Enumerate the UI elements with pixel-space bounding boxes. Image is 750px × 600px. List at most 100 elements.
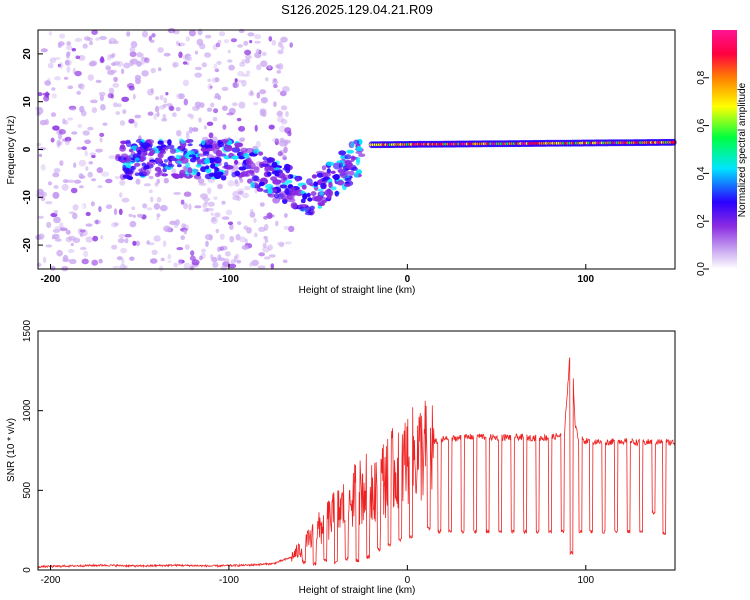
spectrogram-cluster-blob [201, 139, 206, 146]
snr-series-line [37, 357, 676, 569]
spectrogram-cluster-blob [334, 190, 339, 197]
spectrogram-noise-blob [59, 160, 64, 167]
spectrogram-cluster-blob [223, 161, 229, 168]
spectrogram-noise-blob [237, 44, 244, 48]
spectrogram-noise-blob [223, 39, 229, 44]
spectrogram-noise-blob [45, 201, 53, 205]
spectrogram-noise-blob [91, 165, 97, 170]
spectrogram-noise-blob [41, 191, 48, 197]
spectrogram-noise-blob [239, 137, 246, 142]
spectrogram-cluster-blob [300, 190, 306, 195]
spectrogram-noise-blob [277, 115, 284, 123]
spectrogram-noise-blob [118, 233, 125, 239]
spectrogram-noise-blob [154, 105, 160, 113]
spectrogram-noise-blob [249, 209, 254, 213]
spectrogram-noise-blob [77, 123, 83, 128]
spectrogram-cluster-blob [180, 139, 186, 144]
spectrogram-noise-blob [121, 258, 125, 266]
spectrogram-noise-blob [221, 200, 226, 205]
spectrogram-noise-blob [254, 40, 261, 44]
spectrogram-noise-blob [134, 121, 138, 128]
spectrogram-noise-blob [224, 251, 231, 257]
spectrogram-noise-blob [101, 171, 109, 177]
spectrogram-noise-blob [87, 171, 93, 178]
spectrogram-y-tick-label: 0 [22, 146, 33, 152]
spectrogram-noise-blob [258, 226, 266, 232]
spectrogram-noise-blob [249, 90, 254, 96]
spectrogram-cluster-blob [214, 166, 218, 171]
spectrogram-cluster-blob [125, 140, 132, 148]
spectrogram-cluster-blob [221, 139, 229, 143]
spectrogram-noise-blob [202, 208, 208, 213]
spectrogram-noise-blob [221, 86, 229, 91]
spectrogram-cluster-blob [161, 146, 169, 150]
spectrogram-x-tick-label: 100 [577, 274, 594, 285]
spectrogram-noise-blob [40, 196, 46, 202]
spectrogram-noise-blob [201, 248, 207, 253]
spectrogram-noise-blob [183, 202, 189, 210]
spectrogram-noise-blob [112, 102, 118, 108]
spectrogram-cluster-blob [328, 181, 333, 189]
spectrogram-noise-blob [206, 121, 214, 127]
spectrogram-noise-blob [187, 113, 192, 118]
spectrogram-noise-blob [241, 192, 250, 199]
spectrogram-noise-blob [53, 57, 61, 60]
spectrogram-noise-blob [116, 103, 122, 108]
spectrogram-noise-blob [167, 253, 172, 260]
spectrogram-noise-blob [159, 94, 164, 101]
spectrogram-noise-blob [110, 69, 118, 74]
spectrogram-noise-blob [69, 258, 77, 265]
spectrogram-noise-blob [54, 148, 61, 155]
spectrogram-noise-blob [114, 175, 120, 180]
spectrogram-noise-blob [253, 218, 257, 223]
spectrogram-noise-blob [252, 101, 259, 106]
spectrogram-noise-blob [264, 223, 269, 231]
spectrogram-noise-blob [50, 137, 55, 143]
spectrogram-noise-blob [162, 240, 167, 248]
spectrogram-cluster-blob [356, 145, 362, 153]
spectrogram-noise-blob [226, 112, 234, 116]
spectrogram-noise-blob [53, 185, 59, 189]
spectrogram-cluster-blob [170, 157, 176, 161]
spectrogram-noise-blob [57, 41, 65, 47]
spectrogram-cluster-blob [304, 206, 312, 213]
spectrogram-noise-blob [44, 119, 49, 125]
spectrogram-noise-blob [272, 137, 280, 143]
spectrogram-noise-blob [156, 196, 162, 203]
spectrogram-noise-blob [66, 45, 73, 51]
spectrogram-noise-blob [65, 139, 70, 146]
spectrogram-noise-blob [92, 235, 99, 242]
spectrogram-noise-blob [228, 64, 235, 71]
spectrogram-noise-blob [260, 112, 265, 117]
spectrogram-noise-blob [204, 200, 209, 205]
colorbar-ticks: 0.0 0.2 0.4 0.6 0.8 [696, 70, 709, 276]
spectrogram-y-tick-label: -20 [22, 237, 33, 252]
spectrogram-cluster-blob [167, 139, 172, 146]
spectrogram-noise-blob [194, 128, 198, 132]
spectrogram-noise-blob [182, 79, 190, 87]
spectrogram-noise-blob [135, 240, 140, 247]
spectrogram-noise-blob [40, 164, 46, 171]
spectrogram-noise-blob [163, 177, 169, 184]
snr-x-tick-label: -200 [40, 575, 60, 586]
spectrogram-noise-blob [283, 225, 289, 230]
spectrogram-noise-blob [84, 150, 88, 157]
spectrogram-noise-blob [37, 215, 44, 219]
spectrogram-noise-blob [124, 238, 129, 244]
spectrogram-noise-blob [130, 41, 138, 48]
spectrogram-cluster-blob [196, 171, 201, 177]
spectrogram-noise-blob [276, 110, 283, 117]
spectrogram-noise-blob [273, 101, 277, 108]
spectrogram-noise-blob [81, 110, 87, 117]
spectrogram-noise-blob [54, 226, 61, 230]
spectrogram-cluster-blob [176, 160, 183, 164]
spectrogram-noise-blob [178, 93, 185, 100]
spectrogram-cluster-blob [137, 149, 142, 155]
spectrogram-noise-blob [258, 252, 266, 257]
spectrogram-noise-blob [88, 62, 97, 67]
spectrogram-noise-blob [217, 94, 222, 101]
spectrogram-noise-blob [62, 254, 69, 262]
colorbar: 0.0 0.2 0.4 0.6 0.8 Normalized spectral ampl… [696, 30, 748, 276]
spectrogram-noise-blob [266, 212, 273, 219]
spectrogram-noise-blob [171, 168, 177, 174]
